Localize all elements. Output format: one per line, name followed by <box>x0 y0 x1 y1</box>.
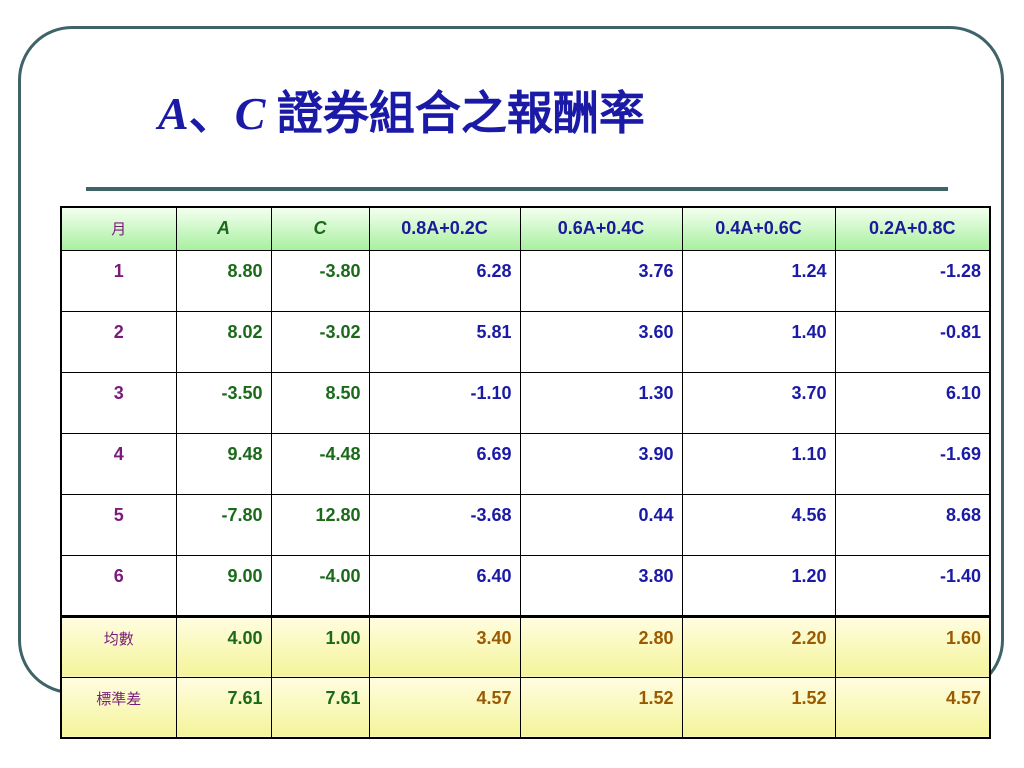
cell-p4: 8.68 <box>834 493 991 556</box>
table-header-row: 月 A C 0.8A+0.2C 0.6A+0.4C 0.4A+0.6C 0.2A… <box>60 206 991 251</box>
cell-p1: 6.28 <box>368 249 521 312</box>
cell-c: 12.80 <box>270 493 370 556</box>
header-portfolio-1: 0.8A+0.2C <box>368 206 521 251</box>
cell-p4: -1.28 <box>834 249 991 312</box>
cell-p4: 6.10 <box>834 371 991 434</box>
header-month: 月 <box>60 206 177 251</box>
cell-c: -3.80 <box>270 249 370 312</box>
cell-month: 2 <box>60 310 177 373</box>
table-row: 4 9.48 -4.48 6.69 3.90 1.10 -1.69 <box>60 432 991 495</box>
stdev-row: 標準差 7.61 7.61 4.57 1.52 1.52 4.57 <box>60 676 991 739</box>
cell-p1: 5.81 <box>368 310 521 373</box>
cell-p3: 1.20 <box>681 554 836 617</box>
cell-p2: 3.60 <box>519 310 683 373</box>
cell-c: 8.50 <box>270 371 370 434</box>
cell-p3: 3.70 <box>681 371 836 434</box>
table-row: 5 -7.80 12.80 -3.68 0.44 4.56 8.68 <box>60 493 991 556</box>
title-c: C <box>234 88 266 139</box>
table-row: 3 -3.50 8.50 -1.10 1.30 3.70 6.10 <box>60 371 991 434</box>
cell-c: -3.02 <box>270 310 370 373</box>
stdev-p3: 1.52 <box>681 676 836 739</box>
cell-c: -4.48 <box>270 432 370 495</box>
header-a: A <box>175 206 272 251</box>
table-row: 1 8.80 -3.80 6.28 3.76 1.24 -1.28 <box>60 249 991 312</box>
cell-p1: -3.68 <box>368 493 521 556</box>
cell-a: 9.00 <box>175 554 272 617</box>
label-mean: 均數 <box>60 614 177 678</box>
stdev-p4: 4.57 <box>834 676 991 739</box>
cell-p4: -0.81 <box>834 310 991 373</box>
header-portfolio-3: 0.4A+0.6C <box>681 206 836 251</box>
label-stdev: 標準差 <box>60 676 177 739</box>
cell-month: 3 <box>60 371 177 434</box>
mean-p3: 2.20 <box>681 614 836 678</box>
mean-a: 4.00 <box>175 614 272 678</box>
slide-title: A、C 證券組合之報酬率 <box>158 84 645 144</box>
cell-p1: 6.69 <box>368 432 521 495</box>
cell-p2: 3.80 <box>519 554 683 617</box>
cell-p2: 3.76 <box>519 249 683 312</box>
stdev-p2: 1.52 <box>519 676 683 739</box>
cell-a: -7.80 <box>175 493 272 556</box>
table-row: 2 8.02 -3.02 5.81 3.60 1.40 -0.81 <box>60 310 991 373</box>
cell-month: 6 <box>60 554 177 617</box>
cell-p4: -1.69 <box>834 432 991 495</box>
mean-p4: 1.60 <box>834 614 991 678</box>
cell-p2: 1.30 <box>519 371 683 434</box>
header-portfolio-4: 0.2A+0.8C <box>834 206 991 251</box>
cell-p4: -1.40 <box>834 554 991 617</box>
mean-row: 均數 4.00 1.00 3.40 2.80 2.20 1.60 <box>60 614 991 678</box>
cell-p1: 6.40 <box>368 554 521 617</box>
title-a: A <box>158 88 189 139</box>
cell-month: 5 <box>60 493 177 556</box>
stdev-c: 7.61 <box>270 676 370 739</box>
cell-month: 1 <box>60 249 177 312</box>
mean-p1: 3.40 <box>368 614 521 678</box>
title-underline <box>86 187 948 191</box>
table-row: 6 9.00 -4.00 6.40 3.80 1.20 -1.40 <box>60 554 991 617</box>
cell-p1: -1.10 <box>368 371 521 434</box>
cell-p3: 1.10 <box>681 432 836 495</box>
title-text: 證券組合之報酬率 <box>265 88 645 139</box>
cell-month: 4 <box>60 432 177 495</box>
mean-c: 1.00 <box>270 614 370 678</box>
title-separator: 、 <box>188 88 235 139</box>
cell-p2: 0.44 <box>519 493 683 556</box>
cell-p2: 3.90 <box>519 432 683 495</box>
header-portfolio-2: 0.6A+0.4C <box>519 206 683 251</box>
stdev-p1: 4.57 <box>368 676 521 739</box>
stdev-a: 7.61 <box>175 676 272 739</box>
cell-a: 9.48 <box>175 432 272 495</box>
cell-a: -3.50 <box>175 371 272 434</box>
mean-p2: 2.80 <box>519 614 683 678</box>
cell-a: 8.02 <box>175 310 272 373</box>
cell-a: 8.80 <box>175 249 272 312</box>
returns-table: 月 A C 0.8A+0.2C 0.6A+0.4C 0.4A+0.6C 0.2A… <box>60 206 991 739</box>
cell-p3: 1.40 <box>681 310 836 373</box>
header-c: C <box>270 206 370 251</box>
cell-c: -4.00 <box>270 554 370 617</box>
cell-p3: 1.24 <box>681 249 836 312</box>
cell-p3: 4.56 <box>681 493 836 556</box>
